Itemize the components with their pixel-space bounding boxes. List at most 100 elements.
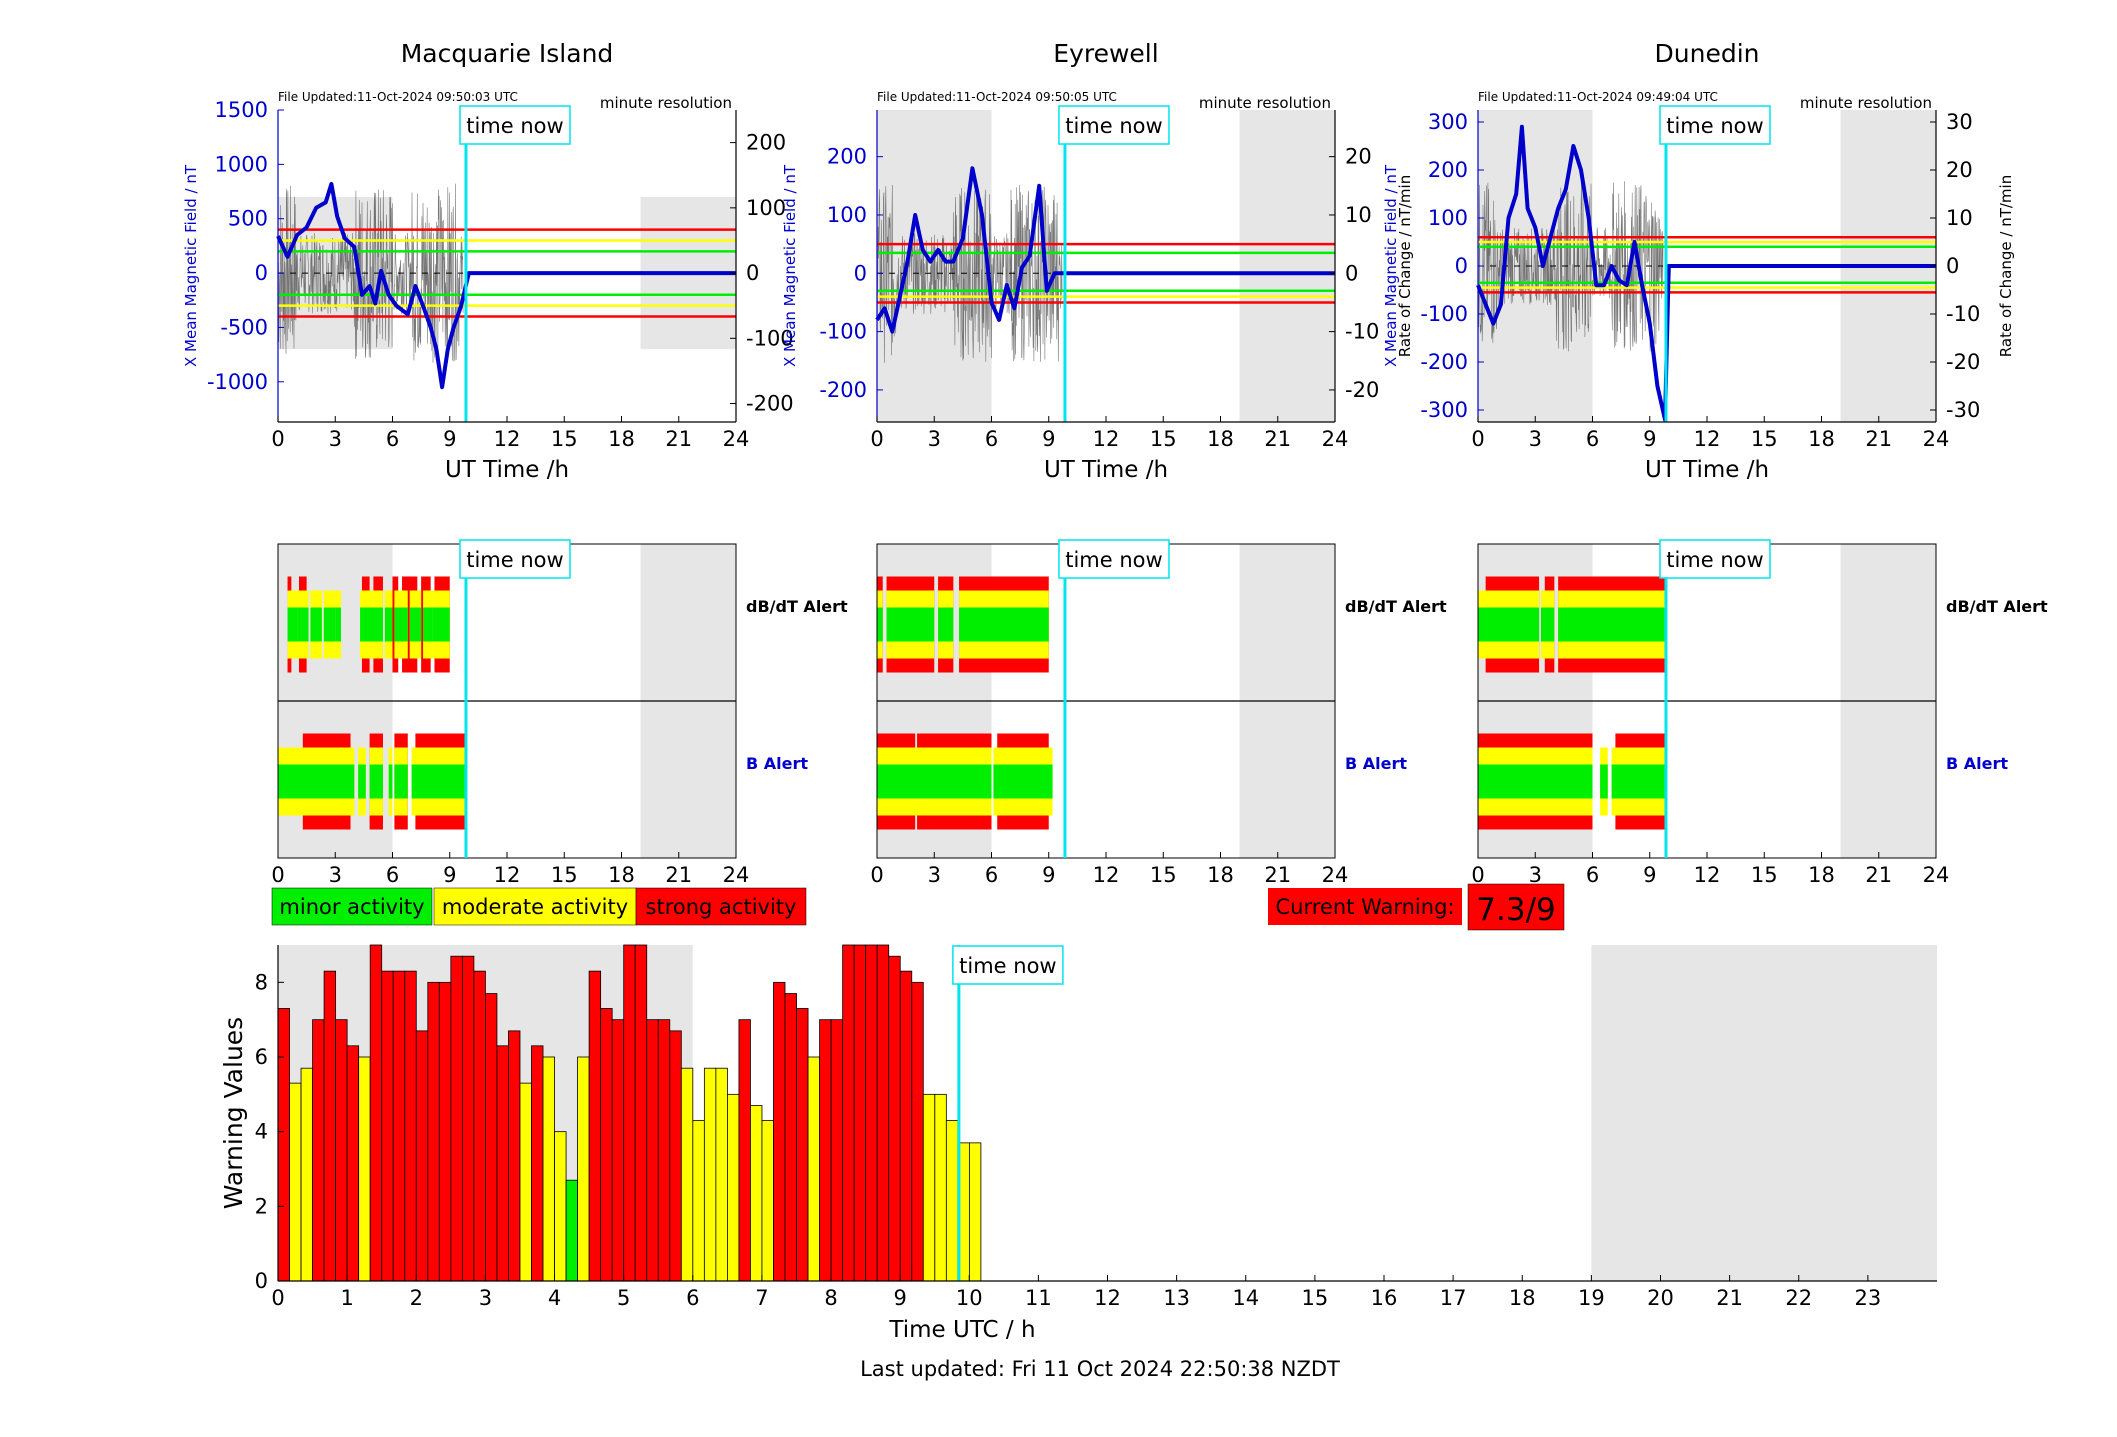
left-axis-label: X Mean Magnetic Field / nT [182,164,200,367]
alert-panel-2: time now 0 3 6 9 12 15 18 21 24 dB/dT Alert B Alert [1471,539,2048,887]
warning-bar [819,1019,832,1282]
x-tick-label: 12 [1093,863,1120,887]
x-tick-label: 24 [1322,863,1349,887]
right-tick-label: 20 [1345,145,1372,169]
right-tick-label: -200 [746,392,794,416]
x-tick-label: 15 [1751,427,1778,451]
right-tick-label: -20 [1946,350,1980,374]
warning-bar [496,1045,509,1282]
warning-bar [438,981,452,1282]
dbdt-minor-band [287,607,298,642]
x-tick-label: 13 [1163,1286,1190,1310]
x-tick-label: 21 [665,863,692,887]
resolution-label: minute resolution [1199,94,1331,112]
right-tick-label: 10 [1345,203,1372,227]
x-tick-label: 12 [1694,427,1721,451]
b-alert-label: B Alert [1345,754,1407,773]
x-tick-label: 12 [494,427,521,451]
legend-minor-label: minor activity [279,895,424,919]
legend-moderate-swatch [433,887,637,926]
x-tick-label: 19 [1578,1286,1605,1310]
warning-bar [796,1008,809,1282]
x-tick-label: 15 [551,427,578,451]
left-tick-label: -500 [220,315,268,339]
chart-x-axis-label: Time UTC / h [888,1317,1035,1343]
warning-bar [461,955,475,1282]
x-tick-label: 3 [329,863,342,887]
warning-bar [415,1030,429,1282]
file-updated-label: File Updated:11-Oct-2024 09:49:04 UTC [1478,90,1718,104]
y-tick-label: 0 [255,1269,268,1293]
x-tick-label: 17 [1440,1286,1467,1310]
legend-strong-swatch [635,887,807,926]
alert-panel-1: time now 0 3 6 9 12 15 18 21 24 dB/dT Alert B Alert [870,539,1447,887]
x-tick-label: 2 [410,1286,423,1310]
x-tick-label: 9 [1042,427,1055,451]
x-axis-label: UT Time /h [445,457,569,483]
left-tick-label: -100 [1420,302,1468,326]
right-tick-label: 20 [1946,158,1973,182]
dbdt-minor-band [432,607,450,642]
x-tick-label: 14 [1232,1286,1259,1310]
warning-bar [346,1045,360,1282]
x-tick-label: 9 [1643,427,1656,451]
x-axis-label: UT Time /h [1044,457,1168,483]
x-tick-label: 18 [1509,1286,1536,1310]
y-tick-label: 4 [255,1120,268,1144]
left-tick-label: -200 [819,378,867,402]
warning-bar [588,970,602,1282]
x-tick-label: 6 [1586,427,1599,451]
current-warning-value: 7.3/9 [1476,892,1555,928]
dbdt-alert-label: dB/dT Alert [1946,597,2048,616]
x-tick-label: 12 [1093,427,1120,451]
dbdt-minor-band [323,607,336,642]
right-tick-label: -30 [1946,398,1980,422]
left-tick-label: -200 [1420,350,1468,374]
warning-bar [323,970,337,1282]
warning-bar [911,981,924,1282]
x-tick-label: 21 [1264,863,1291,887]
x-axis-label: UT Time /h [1645,457,1769,483]
dbdt-minor-band [409,607,422,642]
left-tick-label: -100 [819,320,867,344]
x-tick-label: 6 [686,1286,699,1310]
x-tick-label: 18 [1207,863,1234,887]
activity-legend: minor activity moderate activity strong … [271,887,807,926]
warning-bar [542,1056,555,1282]
b-minor-band [278,764,355,799]
x-tick-label: 11 [1025,1286,1052,1310]
warning-bar [404,970,417,1282]
x-mean-field-line [276,181,736,390]
time-now-box [1058,105,1170,145]
right-tick-label: 0 [746,261,759,285]
station-title: Macquarie Island [401,39,614,68]
x-tick-label: 21 [1865,427,1892,451]
x-mean-field-line [875,166,1335,334]
dbdt-minor-band [335,607,341,642]
warning-bar [277,1008,290,1282]
warning-bar [657,1019,671,1282]
chart-y-axis-label: Warning Values [219,1017,248,1209]
dbdt-minor-band [394,607,408,642]
warning-bar [531,1045,544,1282]
warning-bar [565,1179,579,1282]
warning-bar [358,1056,371,1282]
warning-bar [646,1019,659,1282]
warning-bar [922,1093,936,1282]
x-tick-label: 3 [479,1286,492,1310]
x-tick-label: 18 [608,863,635,887]
warning-bar [865,944,878,1282]
station-panel-1: Eyrewell File Updated:11-Oct-2024 09:50:0… [781,39,1414,483]
x-tick-label: 0 [271,863,284,887]
warning-bar [392,970,406,1282]
x-tick-label: 6 [1586,863,1599,887]
x-tick-label: 16 [1371,1286,1398,1310]
dbdt-minor-band [1540,607,1555,642]
right-tick-label: -100 [746,326,794,350]
b-minor-band [369,764,383,799]
time-now-box [952,945,1064,985]
x-tick-label: 0 [870,863,883,887]
left-tick-label: 500 [228,207,268,231]
warning-bar [876,944,890,1282]
